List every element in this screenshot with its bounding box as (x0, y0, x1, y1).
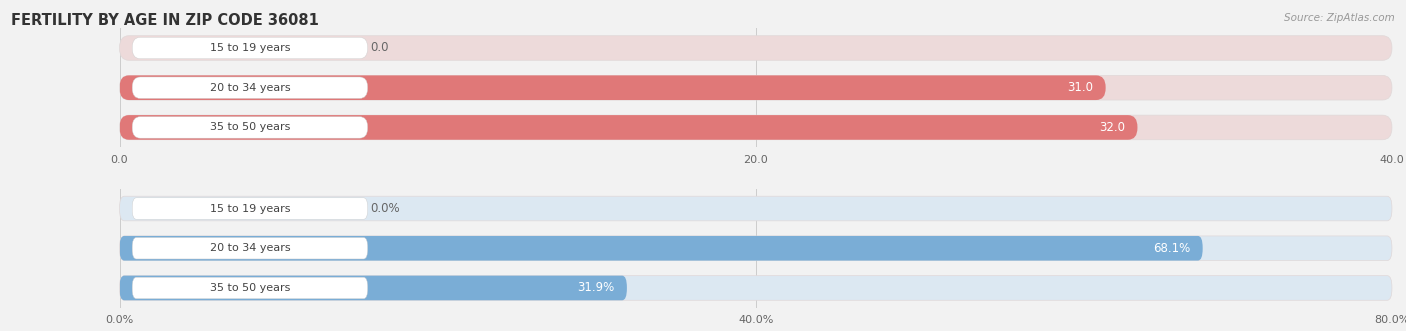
FancyBboxPatch shape (120, 115, 1137, 140)
FancyBboxPatch shape (132, 77, 367, 98)
FancyBboxPatch shape (120, 236, 1202, 260)
Text: 31.0: 31.0 (1067, 81, 1092, 94)
FancyBboxPatch shape (132, 37, 367, 59)
FancyBboxPatch shape (120, 75, 1105, 100)
Text: 31.9%: 31.9% (576, 281, 614, 295)
Text: 68.1%: 68.1% (1153, 242, 1189, 255)
Text: 15 to 19 years: 15 to 19 years (209, 204, 290, 213)
Text: 20 to 34 years: 20 to 34 years (209, 243, 290, 253)
FancyBboxPatch shape (120, 236, 1392, 260)
FancyBboxPatch shape (120, 115, 1392, 140)
FancyBboxPatch shape (132, 198, 367, 219)
Text: 0.0: 0.0 (370, 41, 388, 55)
FancyBboxPatch shape (120, 196, 1392, 221)
Text: 15 to 19 years: 15 to 19 years (209, 43, 290, 53)
FancyBboxPatch shape (132, 238, 367, 259)
Text: FERTILITY BY AGE IN ZIP CODE 36081: FERTILITY BY AGE IN ZIP CODE 36081 (11, 13, 319, 28)
Text: 0.0%: 0.0% (370, 202, 399, 215)
Text: 35 to 50 years: 35 to 50 years (209, 283, 290, 293)
Text: 32.0: 32.0 (1098, 121, 1125, 134)
FancyBboxPatch shape (120, 276, 627, 300)
Text: 20 to 34 years: 20 to 34 years (209, 83, 290, 93)
FancyBboxPatch shape (132, 117, 367, 138)
FancyBboxPatch shape (120, 36, 1392, 60)
FancyBboxPatch shape (132, 277, 367, 299)
FancyBboxPatch shape (120, 276, 1392, 300)
Text: Source: ZipAtlas.com: Source: ZipAtlas.com (1284, 13, 1395, 23)
Text: 35 to 50 years: 35 to 50 years (209, 122, 290, 132)
FancyBboxPatch shape (120, 75, 1392, 100)
